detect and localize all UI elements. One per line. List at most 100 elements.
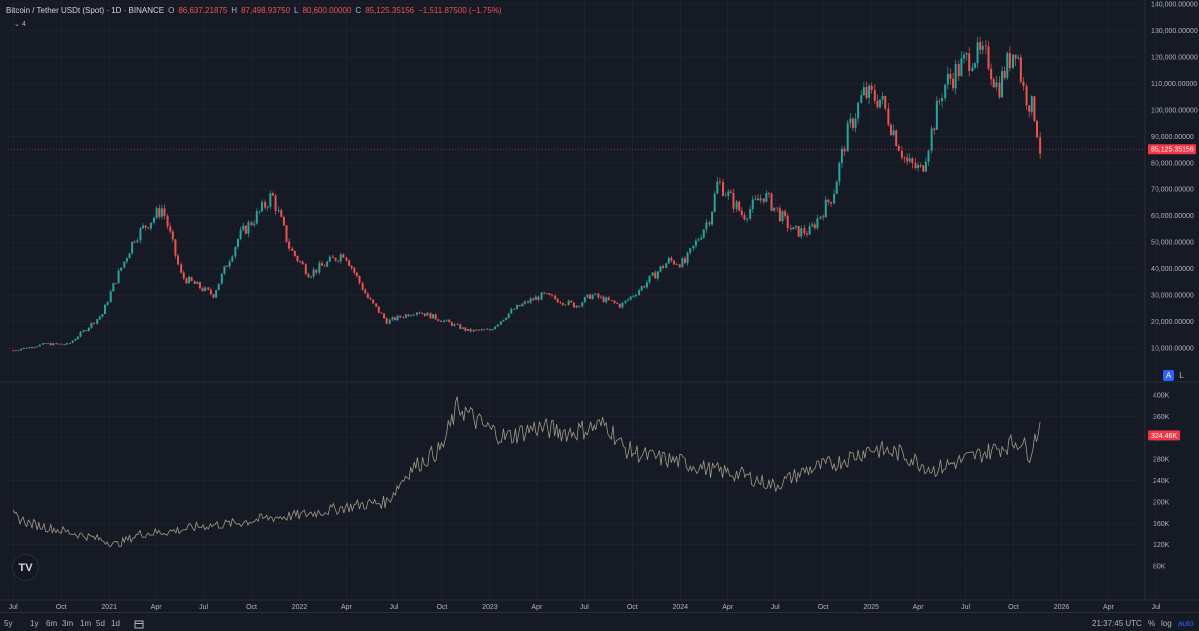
price-candle-body bbox=[632, 296, 635, 297]
range-3m-button[interactable]: 3m bbox=[62, 619, 74, 628]
price-candle-body bbox=[705, 222, 708, 230]
price-candle-body bbox=[255, 211, 258, 224]
log-scale-toggle[interactable]: log bbox=[1161, 619, 1172, 628]
price-candle-body bbox=[74, 339, 77, 341]
price-candle-body bbox=[678, 264, 681, 268]
price-candle-body bbox=[749, 209, 752, 219]
range-5d-button[interactable]: 5d bbox=[96, 619, 105, 628]
price-candle-body bbox=[735, 201, 738, 209]
price-candle-body bbox=[754, 198, 757, 200]
price-candle-body bbox=[992, 79, 995, 88]
price-candle-body bbox=[155, 208, 158, 218]
price-tick-label: 60,000.00000 bbox=[1151, 213, 1194, 220]
price-candle-body bbox=[358, 276, 361, 284]
calendar-icon[interactable] bbox=[134, 619, 144, 629]
time-tick-label: Oct bbox=[56, 604, 67, 611]
percent-scale-toggle[interactable]: % bbox=[1148, 619, 1156, 628]
time-tick-label: Jul bbox=[771, 604, 780, 611]
range-1y-button[interactable]: 1y bbox=[30, 619, 39, 628]
time-tick-label: Oct bbox=[818, 604, 829, 611]
price-candle-body bbox=[402, 317, 405, 319]
price-candle-body bbox=[954, 64, 957, 89]
price-candle-body bbox=[369, 298, 372, 300]
price-candle-body bbox=[282, 217, 285, 226]
price-candle-body bbox=[537, 296, 540, 300]
price-candle-body bbox=[656, 271, 659, 279]
price-candle-body bbox=[339, 254, 342, 262]
price-candle-body bbox=[421, 313, 424, 315]
chart-canvas[interactable]: 10,000.00000 20,000.00000 30,000.00000 40,0… bbox=[0, 0, 1199, 616]
price-candle-body bbox=[1019, 57, 1022, 82]
indicators-collapse-toggle[interactable]: ⌄ 4 bbox=[14, 20, 26, 28]
price-candle-body bbox=[838, 163, 841, 182]
range-6m-button[interactable]: 6m bbox=[46, 619, 58, 628]
price-tick-label: 50,000.00000 bbox=[1151, 240, 1194, 247]
price-candle-body bbox=[20, 348, 23, 351]
price-candle-body bbox=[93, 322, 96, 324]
time-tick-label: Apr bbox=[722, 604, 734, 611]
price-candle-body bbox=[239, 229, 242, 240]
price-candle-body bbox=[182, 272, 185, 279]
price-candle-body bbox=[681, 258, 684, 268]
clock-time[interactable]: 21:37:45 UTC bbox=[1092, 619, 1142, 628]
price-candle-body bbox=[998, 82, 1001, 98]
range-5y-button[interactable]: 5y bbox=[4, 619, 13, 628]
price-candle-body bbox=[819, 216, 822, 219]
price-candle-body bbox=[808, 226, 811, 235]
price-candle-body bbox=[556, 299, 559, 303]
time-tick-label: Apr bbox=[151, 604, 163, 611]
price-candle-body bbox=[158, 208, 161, 217]
auto-scale-button[interactable]: A bbox=[1163, 370, 1174, 381]
tradingview-logo-icon[interactable]: TV bbox=[12, 554, 39, 581]
price-candle-body bbox=[922, 165, 925, 172]
price-candle-body bbox=[98, 316, 101, 320]
price-candle-body bbox=[274, 195, 277, 211]
auto-scale-toggle[interactable]: auto bbox=[1178, 619, 1194, 628]
price-candle-body bbox=[895, 130, 898, 147]
range-1d-button[interactable]: 1d bbox=[111, 619, 120, 628]
price-candle-body bbox=[1003, 70, 1006, 78]
price-candle-body bbox=[315, 269, 318, 273]
range-1m-button[interactable]: 1m bbox=[80, 619, 92, 628]
price-candle-body bbox=[293, 250, 296, 256]
price-candle-body bbox=[348, 260, 351, 266]
price-candle-body bbox=[117, 270, 120, 284]
lock-scale-button[interactable]: L bbox=[1179, 371, 1184, 380]
price-candle-body bbox=[957, 64, 960, 77]
price-candle-body bbox=[14, 350, 17, 352]
price-candle-body bbox=[323, 265, 326, 267]
price-candle-body bbox=[1006, 53, 1009, 78]
price-candle-body bbox=[410, 315, 413, 317]
price-candle-body bbox=[12, 350, 15, 352]
price-candle-body bbox=[185, 278, 188, 284]
price-candle-body bbox=[266, 206, 269, 208]
price-candle-body bbox=[849, 118, 852, 124]
price-candle-body bbox=[253, 223, 256, 226]
symbol-title[interactable]: Bitcoin / Tether USDt (Spot) · 1D · BINA… bbox=[6, 6, 165, 15]
price-candle-body bbox=[884, 96, 887, 109]
price-candle-body bbox=[166, 215, 169, 227]
price-candle-body bbox=[689, 248, 692, 253]
price-candle-body bbox=[423, 313, 426, 316]
price-candle-body bbox=[33, 347, 36, 348]
price-candle-body bbox=[981, 45, 984, 50]
price-tick-label: 10,000.00000 bbox=[1151, 346, 1194, 353]
price-candle-body bbox=[260, 202, 263, 212]
price-candle-body bbox=[662, 266, 665, 268]
price-candle-body bbox=[432, 314, 435, 319]
price-candle-body bbox=[833, 193, 836, 204]
price-candle-body bbox=[505, 317, 508, 320]
price-candle-body bbox=[756, 198, 759, 201]
price-candle-body bbox=[602, 296, 605, 303]
price-candle-body bbox=[318, 263, 321, 273]
price-candle-body bbox=[160, 208, 163, 217]
price-candle-body bbox=[491, 329, 494, 331]
price-candle-body bbox=[190, 276, 193, 282]
price-candle-body bbox=[469, 329, 472, 332]
price-candle-body bbox=[962, 54, 965, 59]
price-candle-body bbox=[683, 258, 686, 264]
open-value: 86,637.21875 bbox=[178, 6, 228, 15]
last-volume-label: 324.46K bbox=[1151, 433, 1177, 440]
price-candle-body bbox=[412, 314, 415, 316]
price-candle-body bbox=[174, 239, 177, 256]
